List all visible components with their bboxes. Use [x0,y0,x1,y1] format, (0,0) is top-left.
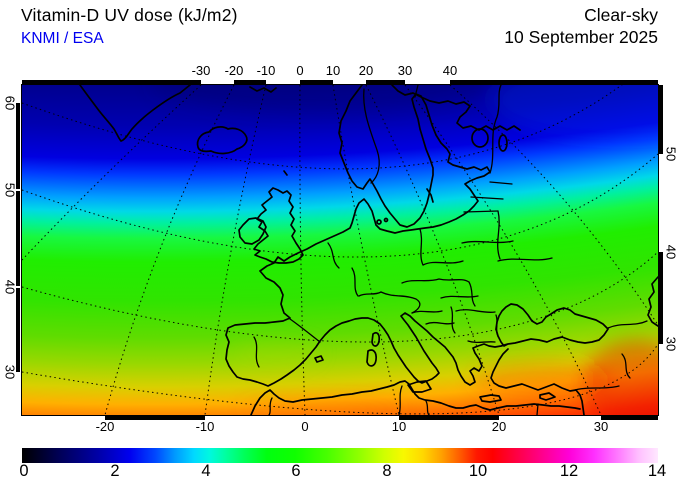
sky-condition-label: Clear-sky [584,5,658,25]
frame-tick-segment [450,80,658,84]
colorbar-tick: 6 [291,462,301,480]
lon-tick-top: 40 [442,63,458,78]
crete-coast [479,394,502,403]
page-title: Vitamin-D UV dose (kJ/m2) [21,5,238,25]
lon-tick-bottom: 30 [593,419,609,434]
frame-tick-segment [399,416,499,420]
sicily-coast [407,380,432,393]
lon-tick-top: -10 [256,63,276,78]
colorbar-tick: 10 [468,462,488,480]
lake-onega [498,134,508,152]
greenland-coast [79,84,191,142]
caspian-coast [647,276,659,327]
organisation-label: KNMI / ESA [21,30,104,47]
lon-tick-bottom: -10 [195,419,215,434]
frame-tick-segment [22,80,201,84]
lon-tick-bottom: 10 [391,419,407,434]
arctic-islands-coast [249,86,277,93]
gotland-coast [426,188,434,203]
lon-tick-top: 0 [296,63,304,78]
frame-tick-segment [16,191,20,286]
north-africa-coast [250,380,581,416]
lon-tick-top: -30 [191,63,211,78]
danish-island [376,219,382,225]
lat-tick-right: 40 [663,244,679,260]
cyprus-coast [539,392,556,401]
colorbar-tick: 0 [19,462,29,480]
dose-colorbar [22,448,658,463]
colorbar-tick: 12 [559,462,579,480]
sardinia-coast [366,349,377,367]
colorbar-tick: 2 [110,462,120,480]
dose-gradient-field [22,85,658,415]
frame-tick-segment [300,80,333,84]
shetland-coast [283,170,288,176]
mainland-europe-coast [225,84,609,387]
europe-uv-map [21,53,688,430]
colorbar-tick: 8 [382,462,392,480]
corsica-coast [371,332,381,347]
colorbar-tick: 14 [647,462,667,480]
colorbar-tick: 4 [201,462,211,480]
coastlines [79,84,659,416]
anatolia-levant-coast [490,348,585,416]
lon-tick-top: 20 [358,63,374,78]
danish-island [383,217,389,223]
lon-tick-bottom: 20 [491,419,507,434]
frame-tick-segment [16,103,20,189]
ireland-coast [238,217,267,245]
lon-tick-top: 10 [325,63,341,78]
lon-tick-top: 30 [397,63,413,78]
lat-tick-right: 30 [663,336,679,352]
frame-tick-segment [16,288,20,372]
iceland-coast [196,126,248,155]
frame-tick-segment [601,416,658,420]
frame-tick-segment [234,80,266,84]
mallorca-coast [314,355,324,363]
frame-tick-segment [366,80,405,84]
date-label: 10 September 2025 [504,27,658,47]
frame-tick-segment [659,85,663,154]
frame-tick-segment [105,416,205,420]
uv-dose-field [21,53,688,430]
lon-tick-bottom: 0 [301,419,309,434]
lon-tick-top: -20 [224,63,244,78]
frame-tick-segment [659,252,663,344]
great-britain-coast [253,187,304,264]
country-borders [253,84,648,416]
lake-ladoga [471,128,489,148]
lat-tick-right: 50 [663,146,679,162]
lon-tick-bottom: -20 [95,419,115,434]
